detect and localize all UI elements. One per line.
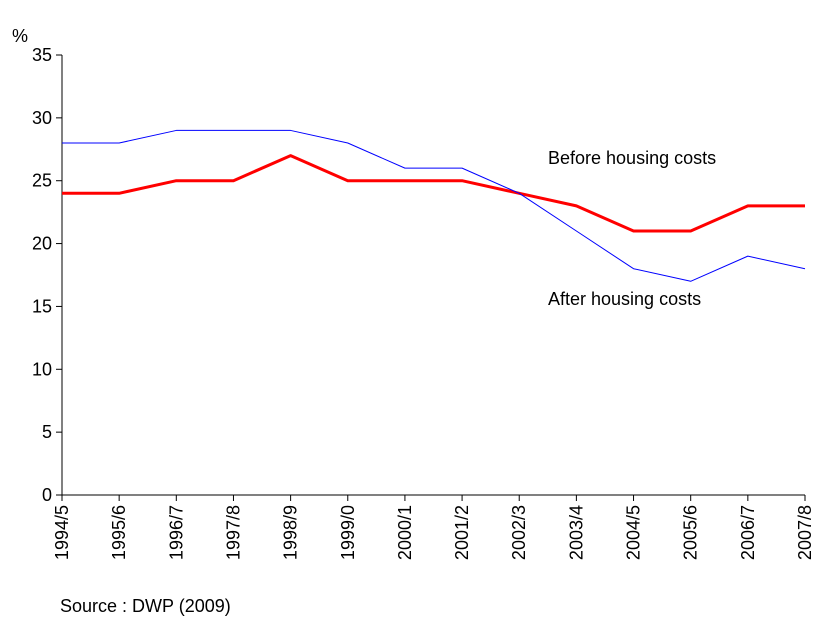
x-tick-label: 1996/7 <box>166 505 186 560</box>
source-note: Source : DWP (2009) <box>60 596 231 616</box>
y-tick-label: 35 <box>32 45 52 65</box>
x-tick-label: 1999/0 <box>338 505 358 560</box>
x-tick-label: 1994/5 <box>52 505 72 560</box>
y-tick-label: 5 <box>42 422 52 442</box>
x-tick-label: 2007/8 <box>795 505 815 560</box>
y-tick-label: 30 <box>32 108 52 128</box>
x-tick-label: 2005/6 <box>681 505 701 560</box>
x-tick-label: 1998/9 <box>281 505 301 560</box>
y-tick-label: 0 <box>42 485 52 505</box>
x-tick-label: 2006/7 <box>738 505 758 560</box>
series-line <box>62 154 805 233</box>
x-tick-label: 2003/4 <box>566 505 586 560</box>
series-label: After housing costs <box>548 289 701 309</box>
y-tick-label: 15 <box>32 296 52 316</box>
y-tick-label: 20 <box>32 234 52 254</box>
x-tick-label: 1995/6 <box>109 505 129 560</box>
x-tick-label: 1997/8 <box>223 505 243 560</box>
y-tick-label: 25 <box>32 171 52 191</box>
series-line <box>62 129 806 282</box>
y-axis-label: % <box>12 26 28 46</box>
y-tick-label: 10 <box>32 359 52 379</box>
x-tick-label: 2002/3 <box>509 505 529 560</box>
x-tick-label: 2001/2 <box>452 505 472 560</box>
x-tick-label: 2000/1 <box>395 505 415 560</box>
x-tick-label: 2004/5 <box>624 505 644 560</box>
series-label: Before housing costs <box>548 148 716 168</box>
